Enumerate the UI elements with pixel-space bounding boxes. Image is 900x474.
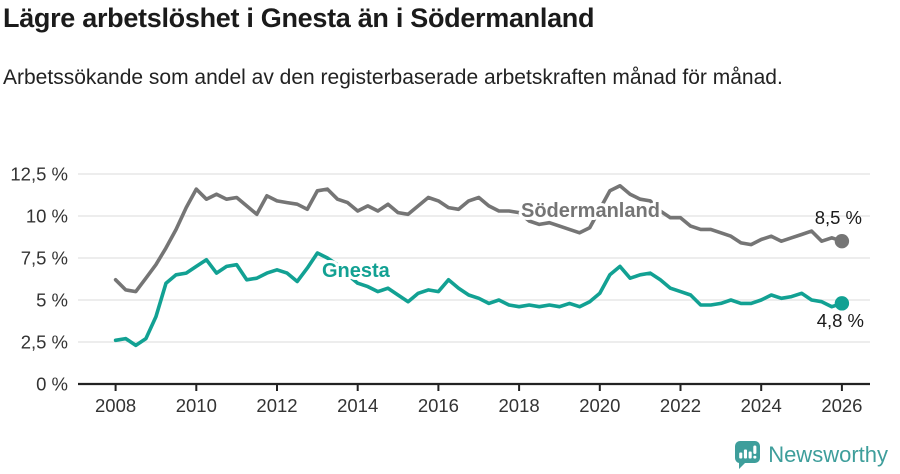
x-tick-label: 2022 bbox=[660, 395, 701, 416]
chart-subtitle: Arbetssökande som andel av den registerb… bbox=[3, 66, 783, 89]
x-tick-label: 2018 bbox=[499, 395, 540, 416]
page-title: Lägre arbetslöshet i Gnesta än i Söderma… bbox=[3, 3, 595, 33]
newsworthy-brand-label: Newsworthy bbox=[768, 441, 888, 467]
series-label-gnesta: Gnesta bbox=[322, 260, 391, 282]
y-tick-label: 5 % bbox=[36, 290, 68, 311]
x-tick-label: 2008 bbox=[95, 395, 136, 416]
x-tick-label: 2016 bbox=[418, 395, 459, 416]
series-line-södermanland bbox=[113, 184, 844, 294]
series-end-dot-gnesta bbox=[834, 296, 850, 311]
y-tick-label: 12,5 % bbox=[10, 164, 68, 185]
y-tick-label: 0 % bbox=[36, 374, 68, 395]
x-tick-label: 2014 bbox=[337, 395, 378, 416]
newsworthy-brand[interactable]: Newsworthy bbox=[734, 440, 888, 469]
x-tick-label: 2010 bbox=[176, 395, 217, 416]
x-tick-label: 2012 bbox=[256, 395, 297, 416]
series-end-value-södermanland: 8,5 % bbox=[815, 207, 862, 228]
series-end-dot-södermanland bbox=[834, 234, 850, 249]
x-tick-label: 2020 bbox=[579, 395, 620, 416]
series-label-södermanland: Södermanland bbox=[521, 200, 660, 222]
y-tick-label: 7,5 % bbox=[21, 248, 68, 269]
newsworthy-logo-icon bbox=[735, 441, 761, 469]
x-tick-label: 2024 bbox=[741, 395, 782, 416]
series-line-gnesta bbox=[113, 251, 844, 348]
y-tick-label: 10 % bbox=[26, 206, 68, 227]
y-tick-label: 2,5 % bbox=[21, 332, 68, 353]
series-end-value-gnesta: 4,8 % bbox=[817, 310, 864, 331]
x-tick-label: 2026 bbox=[821, 395, 862, 416]
